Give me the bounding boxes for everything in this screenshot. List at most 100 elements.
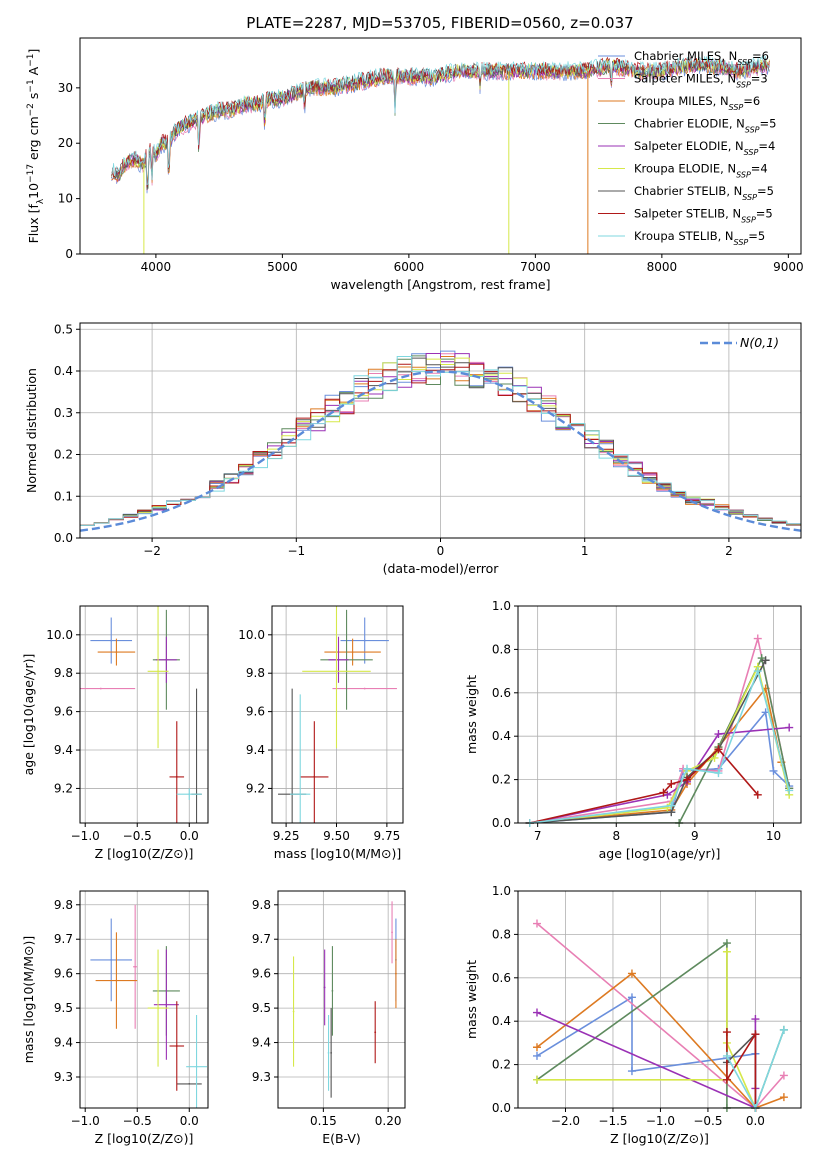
residual-histogram-panel: −2 −1 0 1 2 0.0 0.1 0.2 0.3 0.4 0.5 (data-model)/er… (24, 322, 802, 576)
x-tick-label: 9.75 (374, 829, 401, 843)
mass-weight-vs-age-panel: 7 8 9 10 0.0 0.2 0.4 0.6 0.8 1.0 age [log10(age/yr… (464, 599, 802, 861)
axes-frame (79, 605, 209, 824)
legend-label-1: Chabrier MILES, NSSP=6 (634, 49, 769, 67)
y-tick-label: 9.3 (54, 1070, 73, 1084)
data-point-1 (110, 958, 113, 961)
mass-weight-vs-metallicity-panel: −2.0 −1.5 −1.0 −0.5 0.0 0.0 0.2 0.4 0.6 0.8 1.0 Z [… (464, 884, 802, 1146)
legend-label-8: Salpeter STELIB, NSSP=5 (634, 207, 773, 225)
figure-title: PLATE=2287, MJD=53705, FIBERID=0560, z=0… (246, 14, 633, 32)
x-axis-label: Z [log10(Z/Z⊙)] (610, 1131, 709, 1146)
axes-frame (271, 605, 404, 824)
legend-model-name: Salpeter MILES, N (634, 72, 736, 86)
normal-reference-curve (79, 370, 802, 532)
series-marker (627, 969, 636, 978)
data-point-9 (327, 1051, 330, 1054)
y-tick-label: 0.2 (54, 448, 73, 462)
x-tick-label: 0.0 (746, 1114, 765, 1128)
series-line-9 (726, 1029, 785, 1108)
spectrum-line-9 (111, 55, 770, 186)
series-marker (779, 1071, 788, 1080)
data-point-7 (330, 1051, 333, 1054)
data-point-3 (115, 651, 118, 653)
data-point-2 (134, 965, 137, 968)
series-marker (714, 730, 723, 739)
data-point-5 (323, 986, 326, 989)
data-point-6 (292, 1010, 295, 1013)
y-axis-label: mass weight (464, 960, 479, 1039)
legend-label-7: Chabrier STELIB, NSSP=5 (634, 184, 774, 202)
x-axis-label: age [log10(age/yr)] (599, 846, 721, 861)
y-axis-label: mass [log10(M/M⊙)] (21, 936, 36, 1064)
y-axis-label-part: −17 (26, 164, 36, 183)
legend-count: =6 (743, 94, 760, 108)
x-tick-label: 0 (437, 544, 445, 558)
y-tick-label: 0.0 (54, 531, 73, 545)
x-tick-label: 8000 (647, 260, 678, 274)
data-point-6 (157, 670, 159, 673)
x-tick-label: 9.25 (273, 829, 300, 843)
series-marker (627, 1067, 636, 1076)
age-vs-mass-panel: 9.25 9.50 9.75 9.2 9.4 9.6 9.8 10.0 mass [log10(… (238, 605, 404, 861)
series-marker (753, 634, 762, 643)
y-tick-label: 1.0 (492, 884, 511, 898)
y-tick-label: 9.6 (252, 967, 271, 981)
series-marker (532, 1075, 541, 1084)
y-tick-label: 9.7 (252, 932, 271, 946)
series-line-6 (537, 951, 757, 1108)
legend-subscript: SSP (741, 215, 756, 224)
y-tick-label: 0.8 (492, 927, 511, 941)
y-tick-label: 0.1 (54, 489, 73, 503)
y-tick-label: 0.5 (54, 322, 73, 336)
series-marker (532, 919, 541, 928)
legend-subscript: SSP (737, 58, 752, 67)
series-marker (667, 801, 676, 810)
data-point-1 (363, 639, 366, 642)
x-tick-label: −1 (287, 544, 305, 558)
x-tick-label: −1.0 (71, 829, 100, 843)
legend-model-name: Salpeter ELODIE, N (634, 139, 744, 153)
y-tick-label: 1.0 (492, 599, 511, 613)
y-axis-label-part: ] (26, 49, 41, 54)
y-axis-label-part: erg cm (26, 116, 41, 164)
y-tick-label: 0.4 (54, 364, 73, 378)
data-point-2 (391, 931, 393, 934)
legend-model-name: Chabrier MILES, N (634, 49, 737, 63)
data-point-7 (188, 1082, 191, 1085)
series-marker (722, 1051, 731, 1060)
data-point-5 (337, 658, 340, 661)
y-axis-label-part: Flux [f (26, 204, 41, 244)
series-line-9 (529, 668, 790, 823)
legend-subscript: SSP (736, 170, 751, 179)
series-line-2 (536, 922, 785, 1108)
y-tick-label: 9.8 (54, 898, 73, 912)
y-tick-label: 9.3 (252, 1070, 271, 1084)
series-marker (714, 769, 723, 778)
series-marker (722, 1028, 731, 1037)
y-tick-label: 0.4 (492, 1014, 511, 1028)
y-tick-label: 9.4 (54, 743, 73, 757)
series-marker (722, 947, 731, 956)
data-point-3 (351, 651, 354, 653)
series-marker (659, 788, 668, 797)
y-tick-label: 0.0 (492, 1101, 511, 1115)
y-tick-label: 9.7 (54, 932, 73, 946)
series-marker (722, 939, 731, 948)
series-marker (683, 764, 692, 773)
data-point-5 (165, 1003, 168, 1006)
legend-subscript: SSP (745, 125, 760, 134)
x-tick-label: 7 (534, 829, 542, 843)
legend-normal-label: N(0,1) (740, 335, 779, 350)
series-marker (769, 766, 778, 775)
series-marker (722, 1075, 731, 1084)
x-axis-label: (data-model)/error (383, 561, 500, 576)
legend-subscript: SSP (744, 148, 759, 157)
x-axis-label: mass [log10(M/M⊙)] (274, 846, 402, 861)
y-tick-label: 9.8 (246, 666, 265, 680)
x-tick-label: 9.50 (323, 829, 350, 843)
series-line-3 (536, 972, 785, 1108)
y-axis-label-part: A (26, 66, 41, 79)
legend-label-5: Salpeter ELODIE, NSSP=4 (634, 139, 775, 157)
data-point-5 (165, 658, 168, 661)
